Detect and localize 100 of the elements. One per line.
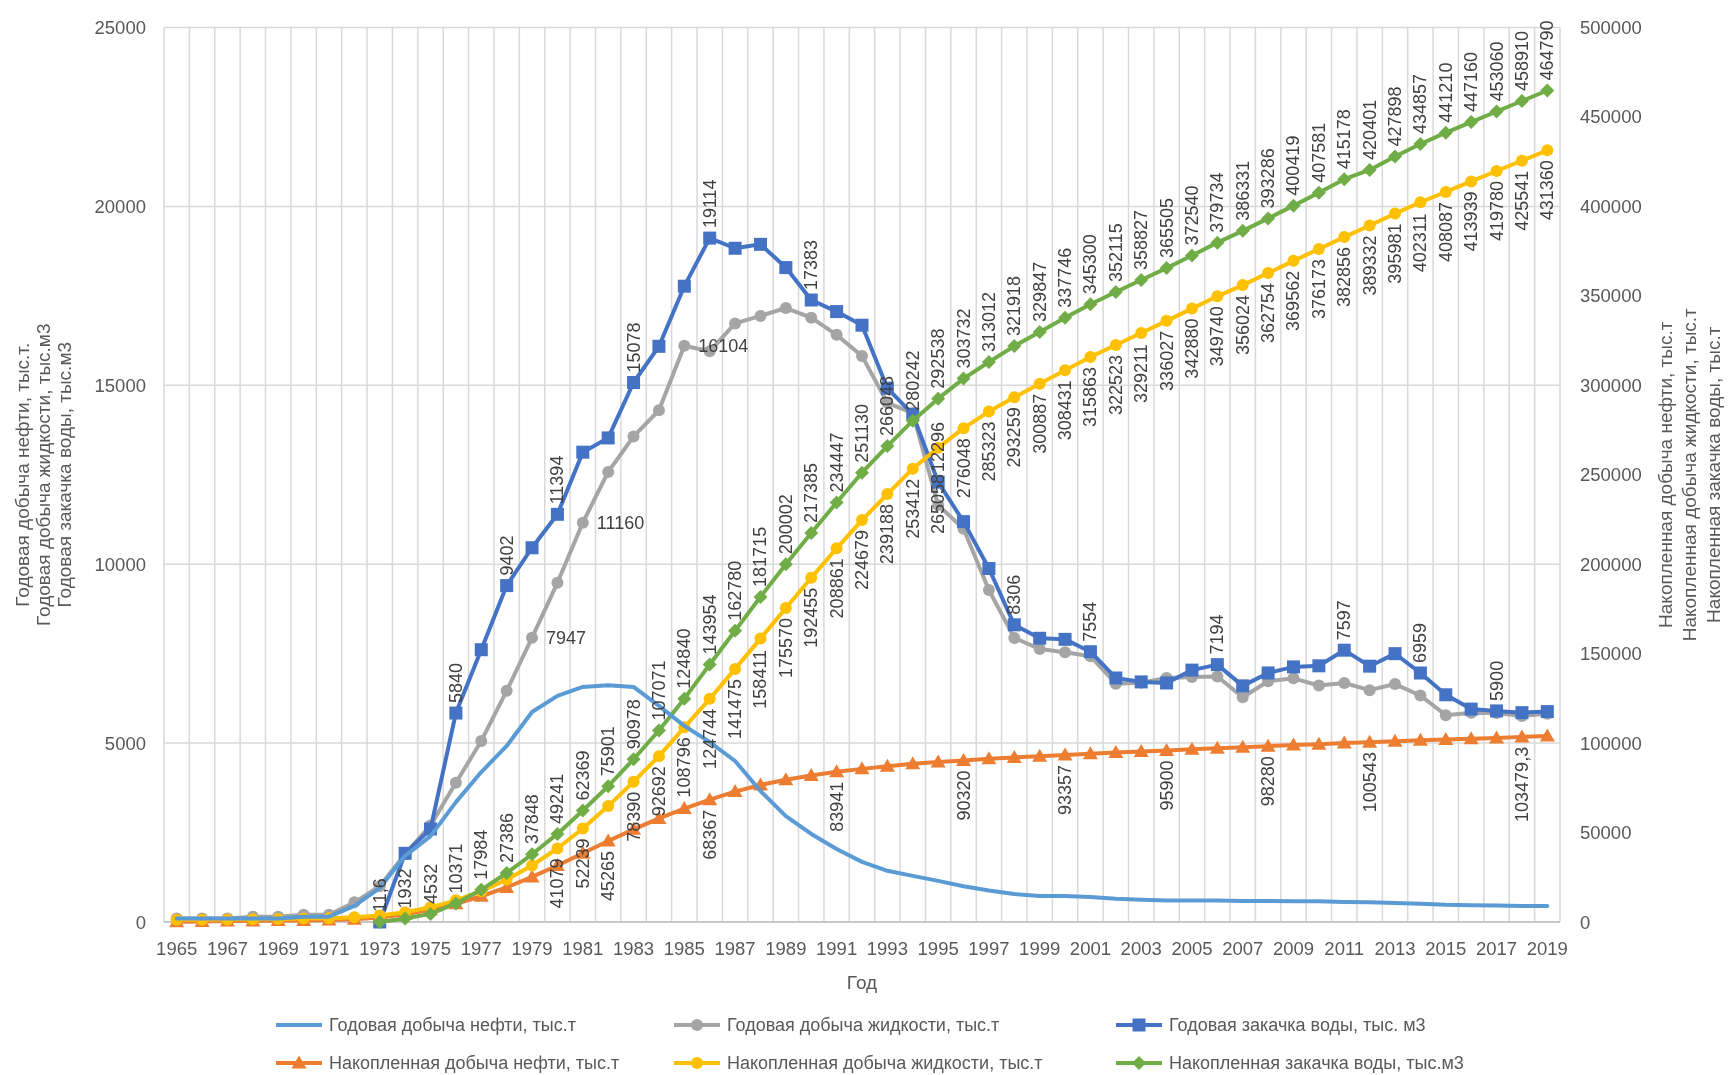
point: [500, 579, 514, 593]
point: [1363, 219, 1376, 232]
point: [1185, 302, 1198, 315]
data-label: 300887: [1029, 393, 1050, 454]
data-label: 93357: [1055, 764, 1076, 816]
point: [551, 576, 564, 589]
y-axis-title: Годовая добыча нефти, тыс.т. Годовая добыча жидкости, тыс.м3 Годовая закачка воды, тыс.м3: [11, 323, 75, 626]
point: [575, 803, 590, 818]
point: [1058, 632, 1072, 646]
data-label: 280242: [902, 350, 923, 411]
legend-label: Годовая добыча жидкости, тыс.т: [727, 1015, 1000, 1035]
point: [1059, 646, 1072, 659]
point: [499, 866, 514, 881]
y2-tick-label: 0: [1580, 911, 1591, 933]
data-label: 17383: [801, 239, 822, 291]
point: [1539, 728, 1555, 742]
data-label: 276048: [953, 438, 974, 499]
point: [905, 413, 920, 428]
point: [1210, 235, 1225, 250]
y2-tick-label: 500000: [1580, 17, 1642, 38]
point: [702, 792, 718, 806]
point: [753, 237, 767, 251]
data-label: 265058: [928, 474, 949, 535]
point: [678, 339, 691, 352]
data-label: 100543: [1359, 752, 1380, 813]
y2-tick-label: 200000: [1580, 553, 1642, 575]
point: [855, 318, 869, 332]
data-label: 464790: [1537, 20, 1558, 81]
point: [1008, 631, 1021, 644]
point: [1514, 94, 1529, 109]
data-label: 19114: [699, 179, 720, 229]
data-label: 285323: [978, 421, 999, 482]
data-label: 239188: [877, 504, 898, 565]
point: [981, 355, 996, 370]
y2-tick-label: 100000: [1580, 732, 1642, 754]
point: [1160, 676, 1174, 690]
point: [1007, 339, 1022, 354]
point: [1058, 310, 1073, 325]
x-tick-label: 2013: [1374, 937, 1416, 959]
data-label: 389332: [1359, 235, 1380, 296]
point: [1082, 746, 1098, 760]
data-label: 369562: [1283, 270, 1304, 331]
data-label: 11,6: [369, 878, 390, 912]
legend-label: Накопленная закачка воды, тыс.м3: [1169, 1053, 1464, 1073]
point: [702, 657, 717, 672]
point: [1287, 254, 1300, 267]
point: [1032, 748, 1048, 762]
point: [1540, 83, 1555, 98]
point: [778, 557, 793, 572]
data-label: 321918: [1004, 276, 1025, 337]
data-label: 251130: [852, 403, 872, 463]
point: [754, 632, 767, 645]
y2-tick-label: 350000: [1580, 285, 1642, 307]
data-label: 266048: [877, 375, 898, 437]
point: [576, 822, 589, 835]
point: [956, 371, 971, 386]
data-label: 16104: [698, 335, 749, 356]
point: [854, 761, 870, 775]
data-label: 415178: [1334, 109, 1355, 170]
point: [981, 751, 997, 765]
data-label: 92692: [648, 766, 669, 817]
point: [651, 723, 666, 738]
y2-tick-label: 250000: [1580, 464, 1642, 486]
point: [1033, 377, 1046, 390]
point: [930, 754, 946, 768]
point: [1261, 666, 1275, 680]
y2-tick-label: 50000: [1580, 822, 1632, 844]
x-tick-label: 1987: [714, 937, 756, 959]
point: [1235, 223, 1250, 238]
point: [423, 906, 438, 921]
point: [779, 261, 793, 275]
point: [1059, 364, 1072, 377]
data-label: 407581: [1308, 122, 1329, 183]
point: [1108, 745, 1124, 759]
point: [1109, 339, 1122, 352]
point: [1463, 731, 1479, 745]
point: [576, 445, 590, 459]
data-label: 124840: [674, 628, 695, 689]
point: [830, 542, 843, 555]
data-label: 17984: [471, 829, 492, 880]
point: [1362, 162, 1377, 177]
data-label: 447160: [1461, 51, 1482, 113]
data-label: 393286: [1258, 148, 1279, 209]
point: [1362, 734, 1378, 748]
point: [1438, 125, 1453, 140]
point: [727, 784, 743, 798]
y-tick-label: 20000: [94, 195, 146, 217]
data-label: 322523: [1105, 354, 1126, 416]
point: [1032, 324, 1047, 339]
data-label: 315863: [1080, 366, 1101, 427]
x-tick-label: 2007: [1222, 937, 1264, 959]
point: [601, 431, 615, 445]
point: [1312, 659, 1326, 673]
x-tick-label: 1967: [206, 937, 249, 959]
point: [1235, 739, 1251, 753]
data-label: 7554: [1080, 601, 1101, 642]
data-label: 362754: [1258, 283, 1279, 344]
y2-tick-label: 150000: [1580, 643, 1642, 665]
data-label: 329847: [1029, 261, 1050, 322]
data-label: 234447: [826, 432, 847, 493]
